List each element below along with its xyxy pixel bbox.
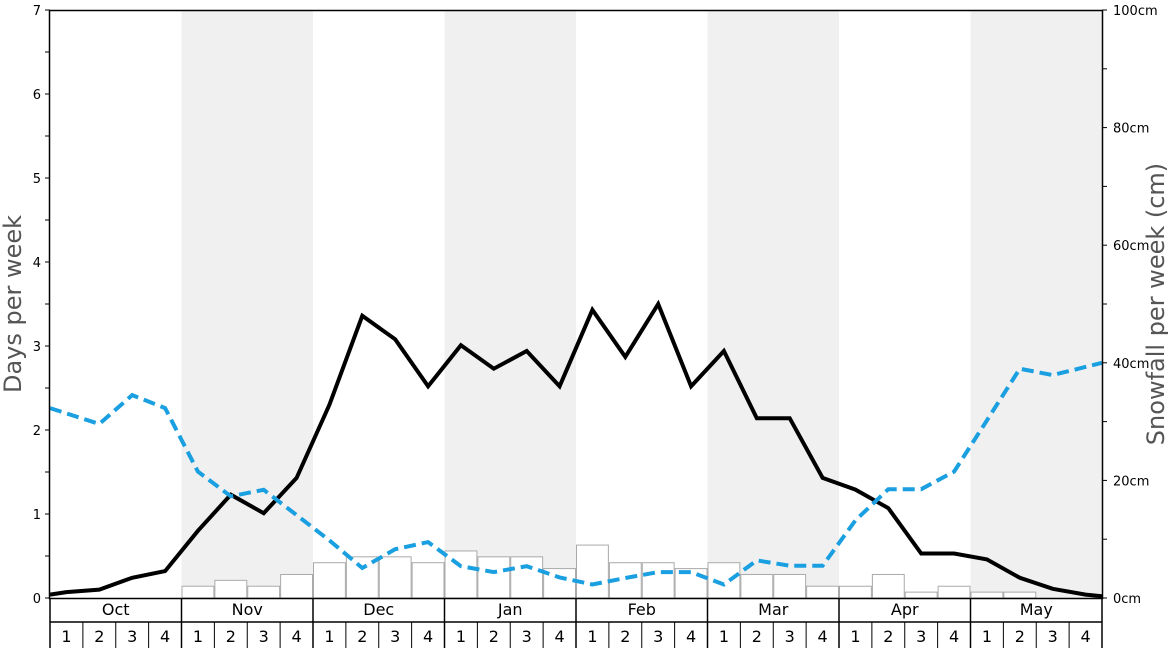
month-bands [181, 10, 1102, 598]
bar [937, 585, 971, 599]
week-label: 3 [390, 627, 400, 646]
bar [806, 585, 839, 599]
month-label: Oct [102, 600, 130, 619]
week-label: 3 [127, 627, 137, 646]
month-label: Jan [497, 600, 523, 619]
month-label: Mar [758, 600, 789, 619]
bar [378, 556, 412, 599]
right-tick-label: 80cm [1113, 122, 1149, 137]
week-label: 1 [850, 627, 860, 646]
bar [641, 562, 675, 599]
month-row: Oct Nov Dec Jan Feb Mar Apr May [49, 598, 1103, 648]
bar [444, 550, 478, 599]
left-tick-label: 5 [33, 172, 41, 187]
month-band [970, 10, 1102, 598]
bar [214, 579, 248, 599]
week-label: 1 [587, 627, 597, 646]
week-label: 4 [291, 627, 301, 646]
bar [1003, 591, 1037, 599]
week-label: 1 [193, 627, 203, 646]
data-lines [49, 299, 1103, 599]
week-label: 4 [686, 627, 696, 646]
month-band [444, 10, 576, 598]
week-label: 4 [949, 627, 959, 646]
week-label: 4 [160, 627, 170, 646]
week-label: 4 [1080, 627, 1090, 646]
week-label: 3 [653, 627, 663, 646]
bar [181, 585, 215, 599]
month-band [181, 10, 313, 598]
week-label: 4 [554, 627, 564, 646]
bar [740, 573, 774, 599]
bar [280, 573, 313, 599]
week-label: 3 [1048, 627, 1058, 646]
week-label: 1 [982, 627, 992, 646]
week-label: 3 [785, 627, 795, 646]
left-tick-label: 7 [33, 4, 41, 19]
right-axis-title: Snowfall per week (cm) [1142, 163, 1168, 445]
month-label: Dec [363, 600, 394, 619]
left-tick-label: 0 [33, 592, 41, 607]
bar [871, 573, 905, 599]
week-label: 2 [357, 627, 367, 646]
week-label: 2 [752, 627, 762, 646]
bar [970, 591, 1004, 599]
week-label: 2 [94, 627, 104, 646]
bar [477, 556, 511, 599]
month-label: Apr [891, 600, 919, 619]
bar [247, 585, 281, 599]
right-tick-label: 40cm [1113, 357, 1149, 372]
right-tick-label: 100cm [1113, 4, 1158, 19]
month-band [707, 10, 839, 598]
bar [411, 562, 445, 599]
left-tick-label: 2 [33, 424, 41, 439]
left-tick-label: 4 [33, 256, 41, 271]
bar [773, 573, 807, 599]
left-tick-label: 6 [33, 88, 41, 103]
bar [576, 544, 609, 599]
week-label: 2 [226, 627, 236, 646]
week-label: 2 [620, 627, 630, 646]
week-row: 1 2 3 4 1 2 3 4 1 2 3 4 1 2 3 4 1 2 3 4 1 2 3 4 1 2 3 4 1 2 3 4 [61, 622, 1091, 648]
month-label: Feb [628, 600, 656, 619]
right-tick-label: 0cm [1113, 592, 1141, 607]
right-axis: 0cm 20cm 40cm 60cm 80cm 100cm [1102, 4, 1158, 607]
week-label: 4 [423, 627, 433, 646]
bar [313, 562, 346, 599]
week-label: 3 [259, 627, 269, 646]
week-label: 1 [456, 627, 466, 646]
month-label: Nov [232, 600, 263, 619]
snowfall-bars [181, 544, 1037, 599]
week-label: 1 [324, 627, 334, 646]
right-tick-label: 60cm [1113, 239, 1149, 254]
week-label: 3 [522, 627, 532, 646]
bar [904, 591, 938, 599]
left-tick-label: 1 [33, 508, 41, 523]
right-tick-label: 20cm [1113, 474, 1149, 489]
left-axis: 0 1 2 3 4 5 6 7 [33, 4, 50, 607]
week-label: 4 [817, 627, 827, 646]
week-label: 2 [1015, 627, 1025, 646]
bar [707, 562, 741, 599]
bar [839, 585, 872, 599]
week-label: 1 [719, 627, 729, 646]
week-label: 2 [489, 627, 499, 646]
days-line [49, 299, 1103, 599]
month-label: May [1020, 600, 1053, 619]
bar [608, 562, 642, 599]
left-tick-label: 3 [33, 340, 41, 355]
bar [510, 556, 544, 599]
week-label: 3 [916, 627, 926, 646]
left-axis-title: Days per week [0, 215, 27, 393]
snowfall-line [49, 360, 1103, 587]
week-label: 1 [61, 627, 71, 646]
week-label: 2 [883, 627, 893, 646]
